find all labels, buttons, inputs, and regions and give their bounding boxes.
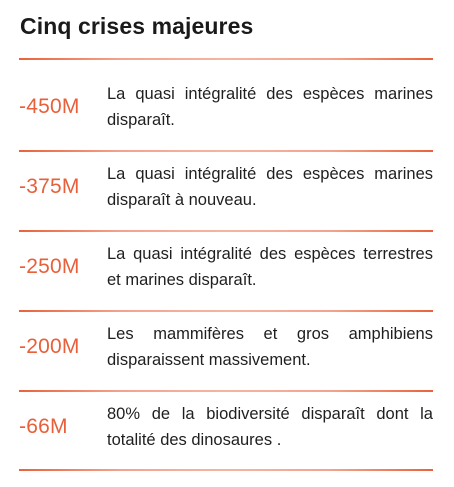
crisis-row-200m: -200M Les mammifères et gros amphibiens … (19, 309, 433, 385)
crisis-row-66m: -66M 80% de la biodiversité disparaît do… (19, 389, 433, 465)
crisis-date: -450M (19, 95, 80, 118)
crisis-description: La quasi intégralité des espèces marines… (107, 85, 433, 129)
crisis-description: La quasi intégralité des espèces marines… (107, 165, 433, 209)
crisis-description: Les mammifères et gros amphibiens dispar… (107, 325, 433, 369)
crisis-description: 80% de la biodiversité disparaît dont la… (107, 405, 433, 449)
crisis-date: -250M (19, 255, 80, 278)
crisis-description-container: Les mammifères et gros amphibiens dispar… (107, 309, 433, 385)
crisis-date: -200M (19, 335, 80, 358)
divider (19, 58, 433, 60)
divider (19, 469, 433, 471)
page-title: Cinq crises majeures (20, 13, 254, 39)
crisis-description-container: 80% de la biodiversité disparaît dont la… (107, 389, 433, 465)
divider (19, 150, 433, 152)
crisis-date: -375M (19, 175, 80, 198)
crisis-description-container: La quasi intégralité des espèces terrest… (107, 229, 433, 305)
divider (19, 310, 433, 312)
crisis-date: -66M (19, 415, 68, 438)
crisis-row-250m: -250M La quasi intégralité des espèces t… (19, 229, 433, 305)
crisis-description-container: La quasi intégralité des espèces marines… (107, 69, 433, 145)
crisis-row-450m: -450M La quasi intégralité des espèces m… (19, 69, 433, 145)
divider (19, 230, 433, 232)
crisis-description: La quasi intégralité des espèces terrest… (107, 245, 433, 289)
crisis-row-375m: -375M La quasi intégralité des espèces m… (19, 149, 433, 225)
divider (19, 390, 433, 392)
crisis-description-container: La quasi intégralité des espèces marines… (107, 149, 433, 225)
